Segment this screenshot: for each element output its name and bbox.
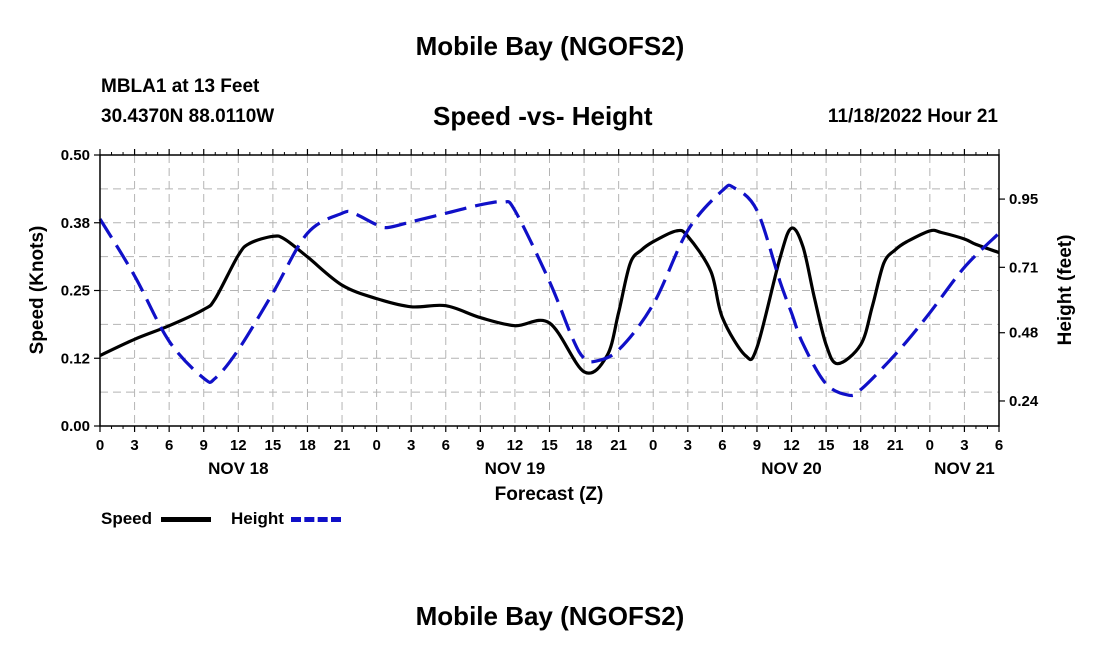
x-axis-label: Forecast (Z) bbox=[495, 484, 604, 505]
legend-speed-label: Speed bbox=[101, 509, 153, 528]
x-tick-label: 3 bbox=[130, 437, 138, 454]
x-tick-label: 15 bbox=[541, 437, 558, 454]
x-tick-label: 0 bbox=[649, 437, 657, 454]
x-tick-label: 21 bbox=[610, 437, 627, 454]
x-tick-label: 9 bbox=[753, 437, 761, 454]
y2-axis-label: Height (feet) bbox=[1055, 235, 1076, 346]
speed-series-line bbox=[99, 226, 1000, 375]
x-tick-label: 3 bbox=[407, 437, 415, 454]
height-series-line bbox=[98, 183, 1001, 398]
date-label: NOV 20 bbox=[761, 459, 821, 478]
x-tick-label: 9 bbox=[200, 437, 208, 454]
station-label: MBLA1 at 13 Feet bbox=[101, 76, 260, 97]
series-group bbox=[98, 183, 1001, 398]
x-tick-label: 18 bbox=[299, 437, 316, 454]
x-tick-label: 3 bbox=[960, 437, 968, 454]
date-label: NOV 19 bbox=[485, 459, 545, 478]
x-tick-label: 15 bbox=[265, 437, 282, 454]
y2-tick-label: 0.48 bbox=[1009, 325, 1038, 342]
x-tick-label: 3 bbox=[684, 437, 692, 454]
y-tick-label: 0.38 bbox=[61, 215, 90, 232]
x-tick-label: 12 bbox=[507, 437, 524, 454]
x-tick-label: 0 bbox=[926, 437, 934, 454]
axes: 0 3 6 9 12 15 18 21 0 3 6 9 12 15 18 21 0 3 6 9 12 15 18 21 0 3 6N… bbox=[61, 147, 1039, 478]
y2-tick-label: 0.95 bbox=[1009, 191, 1038, 208]
y-tick-label: 0.25 bbox=[61, 283, 90, 300]
date-label: NOV 18 bbox=[208, 459, 268, 478]
y-tick-label: 0.12 bbox=[61, 350, 90, 367]
x-tick-label: 15 bbox=[818, 437, 835, 454]
x-tick-label: 6 bbox=[995, 437, 1003, 454]
footer-title: Mobile Bay (NGOFS2) bbox=[415, 601, 685, 631]
y-axis-label: Speed (Knots) bbox=[27, 226, 48, 355]
x-tick-label: 12 bbox=[783, 437, 800, 454]
x-tick-label: 0 bbox=[372, 437, 380, 454]
x-tick-label: 21 bbox=[887, 437, 904, 454]
chart-subtitle: Speed -vs- Height bbox=[433, 101, 653, 131]
station-coordinates: 30.4370N 88.0110W bbox=[101, 106, 275, 127]
x-tick-label: 9 bbox=[476, 437, 484, 454]
x-tick-label: 18 bbox=[852, 437, 869, 454]
x-tick-label: 0 bbox=[96, 437, 104, 454]
legend-height-label: Height bbox=[231, 509, 284, 528]
y-tick-label: 0.50 bbox=[61, 147, 90, 164]
y2-tick-label: 0.71 bbox=[1009, 259, 1038, 276]
legend-speed-swatch bbox=[161, 517, 211, 522]
forecast-datetime: 11/18/2022 Hour 21 bbox=[827, 106, 998, 127]
chart-title: Mobile Bay (NGOFS2) bbox=[415, 31, 685, 61]
x-tick-label: 18 bbox=[576, 437, 593, 454]
x-tick-label: 6 bbox=[442, 437, 450, 454]
x-tick-label: 6 bbox=[165, 437, 173, 454]
date-label: NOV 21 bbox=[934, 459, 994, 478]
x-tick-label: 6 bbox=[718, 437, 726, 454]
y-tick-label: 0.00 bbox=[61, 418, 90, 435]
legend-height-swatch bbox=[291, 517, 341, 522]
speed-height-chart: 0 3 6 9 12 15 18 21 0 3 6 9 12 15 18 21 0 3 6 9 12 15 18 21 0 3 6N… bbox=[27, 147, 1076, 505]
y2-tick-label: 0.24 bbox=[1009, 393, 1039, 410]
x-tick-label: 21 bbox=[334, 437, 351, 454]
x-tick-label: 12 bbox=[230, 437, 247, 454]
